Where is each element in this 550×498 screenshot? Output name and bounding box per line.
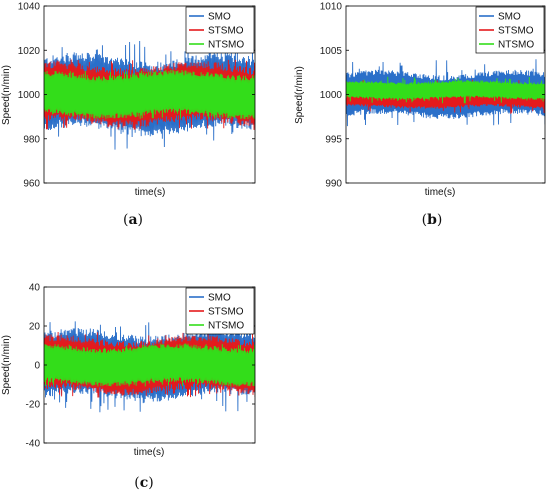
chart-panel-b: 990 995 1000 1005 1010 time(s) Speed(r/min) SMO… (294, 2, 546, 228)
y-tick-label: -20 (26, 400, 41, 411)
y-tick-label: 20 (29, 322, 41, 333)
legend-entry: STSMO (208, 26, 244, 37)
chart-panel-a: 960 980 1000 1020 1040 time(s) Speed(n/min) SMO… (1, 2, 256, 228)
series-group (44, 316, 255, 413)
series-group (346, 59, 545, 127)
y-tick-label: 40 (29, 283, 41, 294)
legend: SMO STSMO NTSMO (185, 287, 255, 335)
legend: SMO STSMO NTSMO (475, 6, 545, 54)
legend-entry: NTSMO (208, 321, 244, 332)
y-tick-label: 1000 (320, 90, 343, 101)
legend-entry: SMO (498, 12, 521, 23)
legend-entry: STSMO (498, 26, 534, 37)
y-tick-label: 960 (23, 179, 40, 190)
panel-label: (a) (123, 212, 143, 228)
y-tick-label: -40 (26, 439, 41, 450)
y-axis-label: Speed(n/min) (1, 335, 12, 395)
x-axis-label: time(s) (134, 447, 165, 458)
y-tick-label: 1005 (320, 46, 343, 57)
x-axis-label: time(s) (425, 187, 456, 198)
legend-box (475, 6, 545, 54)
legend-entry: SMO (208, 293, 231, 304)
series-line-ntsmo (44, 343, 255, 387)
panel-label: (b) (422, 212, 443, 228)
chart-panel-c: -40 -20 0 20 40 time(s) Speed(n/min) SMO STSMO NT… (1, 283, 256, 491)
y-tick-label: 980 (23, 134, 40, 145)
y-tick-label: 1010 (320, 2, 343, 13)
y-tick-label: 990 (325, 179, 342, 190)
y-tick-label: 1040 (18, 2, 41, 13)
series-line-ntsmo (346, 76, 545, 104)
y-axis-label: Speed(n/min) (1, 65, 12, 125)
x-axis-label: time(s) (135, 187, 166, 198)
y-tick-label: 1000 (18, 90, 41, 101)
legend: SMO STSMO NTSMO (185, 6, 255, 54)
series-line-ntsmo (44, 69, 255, 120)
y-tick-label: 0 (34, 361, 40, 372)
legend-entry: NTSMO (498, 40, 534, 51)
legend-entry: NTSMO (208, 40, 244, 51)
series-group (44, 39, 255, 150)
panel-label: (c) (134, 475, 153, 491)
y-axis-label: Speed(r/min) (294, 66, 305, 124)
legend-entry: STSMO (208, 307, 244, 318)
y-tick-label: 1020 (18, 46, 41, 57)
y-tick-label: 995 (325, 134, 342, 145)
legend-entry: SMO (208, 12, 231, 23)
